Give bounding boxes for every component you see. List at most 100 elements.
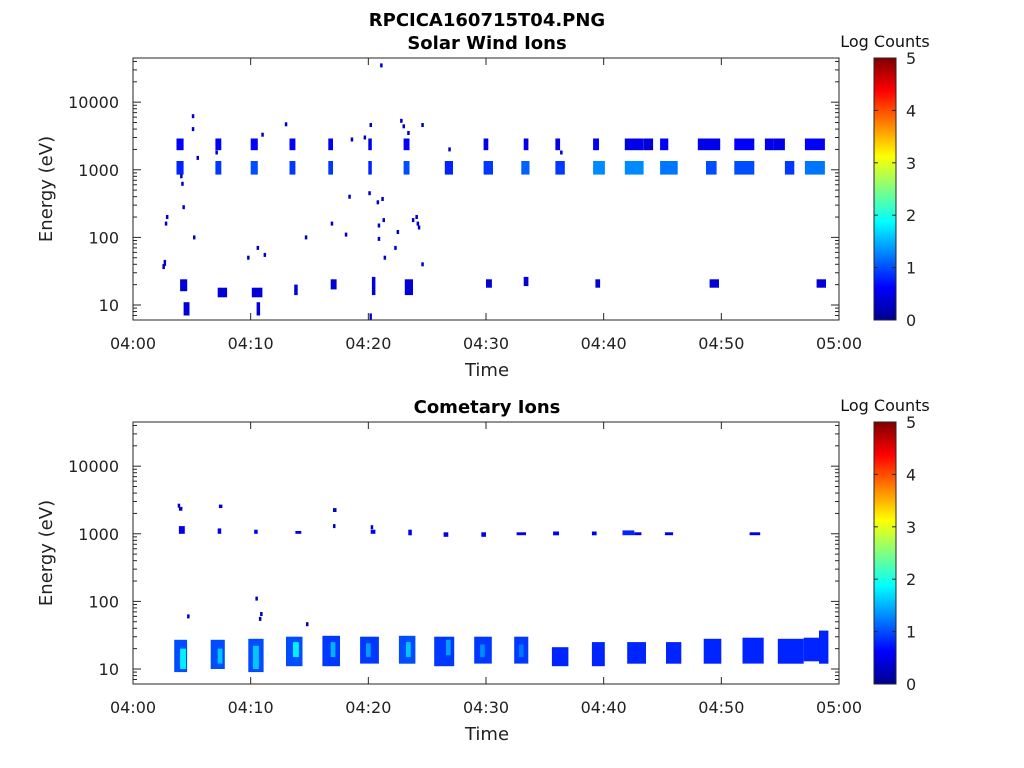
solar-wind-heatmap <box>162 63 826 320</box>
x-tick-label: 04:30 <box>463 334 509 353</box>
y-tick-label: 100 <box>88 592 119 611</box>
heatmap-cell <box>666 642 682 664</box>
heatmap-cell <box>553 531 559 536</box>
heatmap-cell <box>215 150 218 155</box>
heatmap-cell <box>664 532 674 536</box>
y-tick-label: 1000 <box>78 161 119 180</box>
x-tick-label: 04:10 <box>228 698 274 717</box>
heatmap-cell <box>660 138 669 151</box>
heatmap-cell <box>289 138 296 151</box>
cometary-panel: Cometary Ions 04:00 04:10 04:20 04:30 04:40 0… <box>36 396 930 745</box>
heatmap-cell <box>408 529 412 536</box>
heatmap-cell <box>176 138 184 151</box>
heatmap-cell <box>593 161 605 175</box>
heatmap-cell <box>218 504 223 509</box>
colorbar-tick-label: 4 <box>906 101 916 120</box>
heatmap-cell <box>289 161 296 175</box>
heatmap-cell <box>394 245 397 250</box>
heatmap-cell <box>164 221 168 226</box>
heatmap-cell <box>518 644 524 658</box>
cometary-colorbar-label: Log Counts <box>840 396 930 415</box>
heatmap-cell <box>350 137 354 142</box>
heatmap-cell <box>521 161 530 175</box>
heatmap-cell <box>368 161 372 175</box>
heatmap-cell <box>416 221 420 226</box>
heatmap-cell <box>400 118 403 123</box>
heatmap-cell <box>304 235 308 240</box>
y-tick-label: 10000 <box>68 457 119 476</box>
heatmap-cell <box>396 230 400 234</box>
heatmap-cell <box>551 647 569 667</box>
heatmap-cell <box>591 642 605 667</box>
heatmap-cell <box>443 532 449 537</box>
heatmap-cell <box>421 123 424 127</box>
heatmap-cell <box>368 138 372 151</box>
heatmap-cell <box>165 215 169 219</box>
heatmap-cell <box>622 530 635 536</box>
solar-wind-x-label: Time <box>464 360 509 381</box>
heatmap-cell <box>709 279 719 288</box>
colorbar-tick-label: 5 <box>906 49 916 68</box>
x-tick-label: 05:00 <box>816 334 862 353</box>
heatmap-cell <box>368 191 371 196</box>
colorbar-scale <box>873 421 897 685</box>
heatmap-cell <box>595 279 601 288</box>
heatmap-cell <box>260 612 263 616</box>
heatmap-cell <box>819 630 829 664</box>
heatmap-cell <box>706 161 717 175</box>
x-tick-label: 04:50 <box>698 334 744 353</box>
heatmap-cell <box>480 644 485 658</box>
y-tick-label: 10000 <box>68 93 119 112</box>
heatmap-cell <box>380 63 383 68</box>
colorbar-tick-label: 4 <box>906 465 916 484</box>
heatmap-cell <box>555 138 561 151</box>
heatmap-cell <box>804 161 825 175</box>
x-tick-label: 04:40 <box>581 334 627 353</box>
heatmap-cell <box>555 161 565 175</box>
heatmap-cell <box>411 218 415 223</box>
heatmap-cell <box>181 181 184 186</box>
x-tick-label: 04:10 <box>228 334 274 353</box>
heatmap-cell <box>483 161 493 175</box>
x-tick-label: 04:40 <box>581 698 627 717</box>
heatmap-cell <box>193 235 196 240</box>
heatmap-cell <box>784 161 795 175</box>
heatmap-cell <box>370 529 376 534</box>
heatmap-cell <box>377 236 381 241</box>
heatmap-cell <box>486 279 492 288</box>
heatmap-cell <box>703 638 722 664</box>
heatmap-cell <box>178 526 185 534</box>
heatmap-cell <box>369 123 372 127</box>
heatmap-cell <box>624 161 644 175</box>
solar-wind-colorbar: 0 1 2 3 4 5 <box>873 49 916 330</box>
heatmap-cell <box>256 245 260 250</box>
heatmap-cell <box>187 614 190 619</box>
colorbar-tick-label: 3 <box>906 154 916 173</box>
heatmap-cell <box>660 161 678 175</box>
colorbar-tick-label: 0 <box>906 311 916 330</box>
heatmap-cell <box>366 643 371 658</box>
heatmap-cell <box>370 525 374 530</box>
heatmap-cell <box>196 155 199 160</box>
heatmap-cell <box>382 218 385 223</box>
cometary-title: Cometary Ions <box>414 397 561 418</box>
heatmap-cell <box>256 302 261 316</box>
heatmap-cell <box>247 255 250 260</box>
heatmap-cell <box>523 276 529 287</box>
heatmap-cell <box>215 138 222 151</box>
heatmap-cell <box>446 639 451 656</box>
cometary-axes: 04:00 04:10 04:20 04:30 04:40 04:50 05:00 10 100… <box>68 421 862 717</box>
heatmap-cell <box>163 259 167 266</box>
heatmap-cell <box>177 503 181 508</box>
x-tick-label: 04:20 <box>345 334 391 353</box>
heatmap-cell <box>742 637 764 664</box>
heatmap-cell <box>217 648 223 664</box>
heatmap-cell <box>777 638 804 664</box>
heatmap-cell <box>371 276 376 296</box>
x-tick-label: 04:50 <box>698 698 744 717</box>
heatmap-cell <box>764 138 774 151</box>
heatmap-cell <box>344 232 348 237</box>
heatmap-cell <box>328 161 333 175</box>
heatmap-cell <box>182 205 185 210</box>
